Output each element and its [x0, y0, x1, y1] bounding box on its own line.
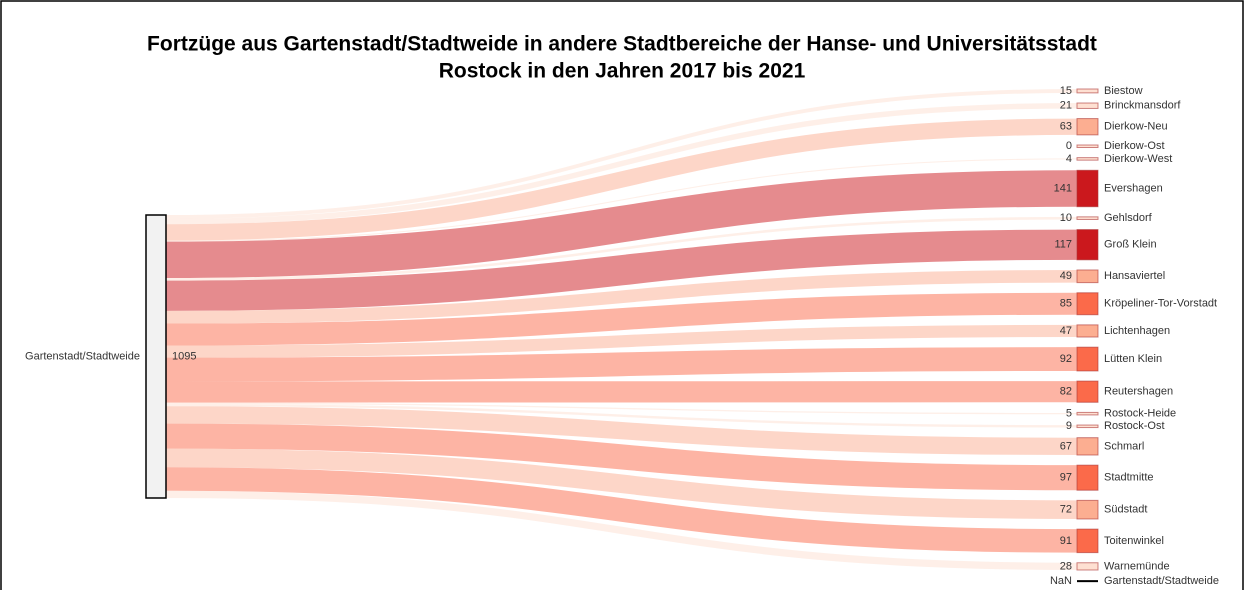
self-value: NaN [1050, 575, 1072, 587]
target-value: 91 [1060, 535, 1072, 547]
link [165, 448, 1078, 519]
target-label: Gehlsdorf [1104, 212, 1153, 224]
target-value: 4 [1066, 153, 1072, 165]
target-node [1076, 424, 1099, 429]
link [165, 170, 1078, 279]
target-label: Dierkow-Ost [1104, 140, 1165, 152]
target-value: 49 [1060, 270, 1072, 282]
target-node [1076, 411, 1099, 416]
link [165, 324, 1078, 358]
source-label: Gartenstadt/Stadtweide [25, 350, 140, 362]
target-value: 5 [1066, 408, 1072, 420]
target-node [1076, 169, 1099, 208]
target-node [1076, 464, 1099, 491]
link [165, 490, 1078, 571]
target-value: 10 [1060, 212, 1072, 224]
target-label: Reutershagen [1104, 386, 1173, 398]
target-value: 141 [1054, 182, 1072, 194]
target-value: 67 [1060, 440, 1072, 452]
target-label: Toitenwinkel [1104, 535, 1164, 547]
link [165, 89, 1078, 219]
target-node [1076, 102, 1099, 109]
link [165, 406, 1078, 456]
target-node [1076, 528, 1099, 554]
target-value: 28 [1060, 560, 1072, 572]
target-label: Kröpeliner-Tor-Vorstadt [1104, 298, 1217, 310]
target-label: Lichtenhagen [1104, 325, 1170, 337]
target-value: 117 [1054, 239, 1072, 251]
self-node [1077, 580, 1098, 583]
target-label: Stadtmitte [1104, 472, 1154, 484]
target-node [1076, 229, 1099, 261]
target-value: 63 [1060, 121, 1072, 133]
target-value: 15 [1060, 85, 1072, 97]
target-node [1076, 562, 1099, 571]
target-node [1076, 157, 1099, 161]
target-label: Groß Klein [1104, 239, 1157, 251]
target-label: Dierkow-Neu [1104, 121, 1168, 133]
target-label: Rostock-Heide [1104, 408, 1176, 420]
source-value: 1095 [172, 350, 196, 362]
target-value: 97 [1060, 472, 1072, 484]
target-node [1076, 216, 1099, 220]
target-label: Biestow [1104, 85, 1143, 97]
target-value: 72 [1060, 504, 1072, 516]
target-value: 47 [1060, 325, 1072, 337]
link [165, 103, 1078, 225]
link [165, 403, 1078, 428]
target-node [1076, 118, 1099, 136]
target-label: Schmarl [1104, 440, 1144, 452]
link [165, 229, 1078, 311]
target-label: Rostock-Ost [1104, 420, 1165, 432]
target-node [1076, 88, 1099, 94]
target-value: 21 [1060, 100, 1072, 112]
link [165, 269, 1078, 324]
target-label: Südstadt [1104, 504, 1147, 516]
target-node [1076, 292, 1099, 316]
link [165, 118, 1078, 241]
target-value: 0 [1066, 140, 1072, 152]
target-label: Brinckmansdorf [1104, 100, 1181, 112]
target-node [1076, 437, 1099, 456]
link [165, 292, 1078, 346]
link [165, 216, 1078, 281]
link [165, 158, 1078, 242]
target-label: Evershagen [1104, 182, 1163, 194]
target-label: Warnemünde [1104, 560, 1170, 572]
target-node [1076, 346, 1099, 372]
chart-title: Rostock in den Jahren 2017 bis 2021 [439, 60, 806, 83]
target-label: Dierkow-West [1104, 153, 1172, 165]
link [165, 347, 1078, 382]
target-node [1076, 324, 1099, 338]
target-label: Hansaviertel [1104, 270, 1165, 282]
chart-title: Fortzüge aus Gartenstadt/Stadtweide in a… [147, 33, 1097, 56]
target-label: Lütten Klein [1104, 353, 1162, 365]
target-node [1076, 499, 1099, 520]
target-node [1076, 380, 1099, 403]
self-label: Gartenstadt/Stadtweide [1104, 575, 1219, 587]
link [165, 423, 1078, 491]
link [165, 402, 1078, 415]
link [165, 467, 1078, 553]
target-node [1076, 269, 1099, 284]
source-node [145, 214, 167, 499]
target-node [1076, 144, 1099, 149]
target-value: 82 [1060, 386, 1072, 398]
target-value: 9 [1066, 420, 1072, 432]
target-value: 85 [1060, 298, 1072, 310]
target-value: 92 [1060, 353, 1072, 365]
